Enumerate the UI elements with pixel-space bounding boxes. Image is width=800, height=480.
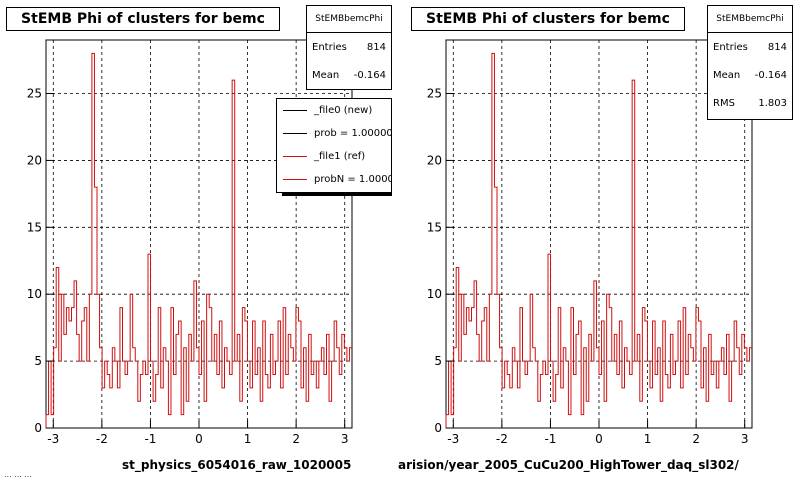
y-tick-label: 0	[34, 421, 42, 435]
stats-name: StEMBbemcPhi	[708, 6, 792, 33]
stats-name: StEMBbemcPhi	[307, 6, 391, 33]
x-tick-label: 2	[292, 432, 300, 446]
stats-entries: Entries 814	[713, 41, 787, 53]
x-tick-label: 1	[244, 432, 252, 446]
legend-item: probN = 1.000000	[277, 168, 391, 191]
y-tick-label: 5	[34, 354, 42, 368]
right-stats-box: StEMBbemcPhi Entries 814 Mean -0.164 RMS 1.…	[707, 5, 793, 120]
left-legend: _file0 (new) prob = 1.000000 _file1 (ref…	[276, 98, 392, 193]
histogram-series	[445, 52, 752, 428]
y-tick-label: 15	[427, 220, 442, 234]
stats-mean: Mean -0.164	[312, 69, 386, 81]
y-tick-label: 10	[27, 287, 42, 301]
left-stats-box: StEMBbemcPhi Entries 814 Mean -0.164	[306, 5, 392, 90]
right-plot-title: StEMB Phi of clusters for bemc	[411, 7, 685, 31]
x-tick-label: 2	[692, 432, 700, 446]
y-tick-label: 0	[434, 421, 442, 435]
left-plot-title: StEMB Phi of clusters for bemc	[6, 7, 280, 31]
stats-rms: RMS 1.803	[713, 97, 787, 109]
x-tick-label: -1	[544, 432, 556, 446]
x-tick-label: -1	[144, 432, 156, 446]
legend-shadow	[282, 193, 392, 196]
x-tick-label: -2	[96, 432, 108, 446]
y-tick-label: 25	[427, 87, 442, 101]
legend-line-icon	[283, 156, 307, 157]
legend-item: _file1 (ref)	[277, 145, 391, 168]
x-tick-label: -2	[496, 432, 508, 446]
histogram-series	[45, 52, 352, 428]
y-tick-label: 20	[427, 153, 442, 167]
x-tick-label: -3	[47, 432, 59, 446]
x-tick-label: 0	[195, 432, 203, 446]
legend-line-icon	[283, 133, 307, 134]
right-x-axis-label: arision/year_2005_CuCu200_HighTower_daq_…	[398, 458, 739, 472]
y-tick-label: 15	[27, 220, 42, 234]
legend-item: prob = 1.000000	[277, 122, 391, 145]
x-tick-label: 1	[644, 432, 652, 446]
x-tick-label: 0	[595, 432, 603, 446]
y-tick-label: 20	[27, 153, 42, 167]
stats-entries: Entries 814	[312, 41, 386, 53]
y-tick-label: 25	[27, 87, 42, 101]
x-tick-label: 3	[341, 432, 349, 446]
stats-mean: Mean -0.164	[713, 69, 787, 81]
y-tick-label: 10	[427, 287, 442, 301]
x-tick-label: -3	[447, 432, 459, 446]
left-x-axis-label: st_physics_6054016_raw_1020005	[122, 458, 352, 472]
y-tick-label: 5	[434, 354, 442, 368]
legend-line-icon	[283, 179, 307, 180]
x-tick-label: 3	[741, 432, 749, 446]
footer-text: ... ... ...	[4, 470, 32, 479]
legend-item: _file0 (new)	[277, 99, 391, 122]
legend-line-icon	[283, 110, 307, 111]
